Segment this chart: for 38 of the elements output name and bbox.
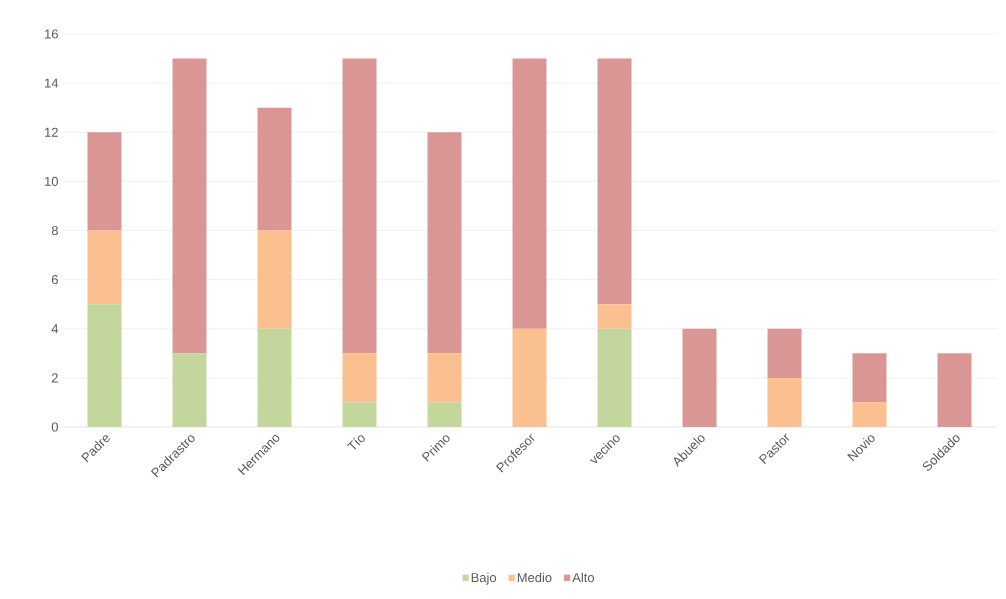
- legend-label: Alto: [572, 572, 595, 583]
- y-tick-label: 10: [45, 176, 58, 186]
- bar: [342, 402, 377, 427]
- bar: [87, 304, 122, 427]
- bar: [597, 304, 632, 329]
- bar: [682, 328, 717, 427]
- bar: [597, 58, 632, 305]
- bar: [87, 230, 122, 305]
- bar: [427, 402, 462, 427]
- bar: [172, 353, 207, 427]
- legend-label: Medio: [517, 572, 552, 583]
- bar: [342, 353, 377, 403]
- bar: [512, 58, 547, 329]
- y-tick-label: 0: [51, 422, 58, 432]
- y-tick-label: 16: [45, 29, 58, 39]
- bar: [257, 107, 292, 231]
- y-tick-label: 6: [51, 275, 58, 285]
- y-tick-label: 4: [51, 324, 59, 334]
- bar: [512, 328, 547, 427]
- legend-label: Bajo: [471, 572, 497, 585]
- bar: [852, 402, 887, 427]
- y-tick-label: 8: [51, 225, 58, 236]
- bar: [767, 328, 802, 378]
- bar: [427, 132, 462, 354]
- bar: [597, 328, 632, 427]
- y-tick-label: 12: [45, 127, 58, 137]
- bar: [342, 58, 377, 354]
- bar: [172, 58, 207, 354]
- bar: [257, 230, 292, 329]
- bar: [257, 328, 292, 427]
- bar: [87, 132, 122, 231]
- x-tick-label: Tío: [346, 435, 365, 450]
- bar: [937, 353, 972, 427]
- bar: [427, 353, 462, 403]
- y-tick-label: 14: [45, 78, 59, 88]
- bar: [852, 353, 887, 403]
- y-tick-label: 2: [51, 373, 58, 383]
- bar: [767, 377, 802, 427]
